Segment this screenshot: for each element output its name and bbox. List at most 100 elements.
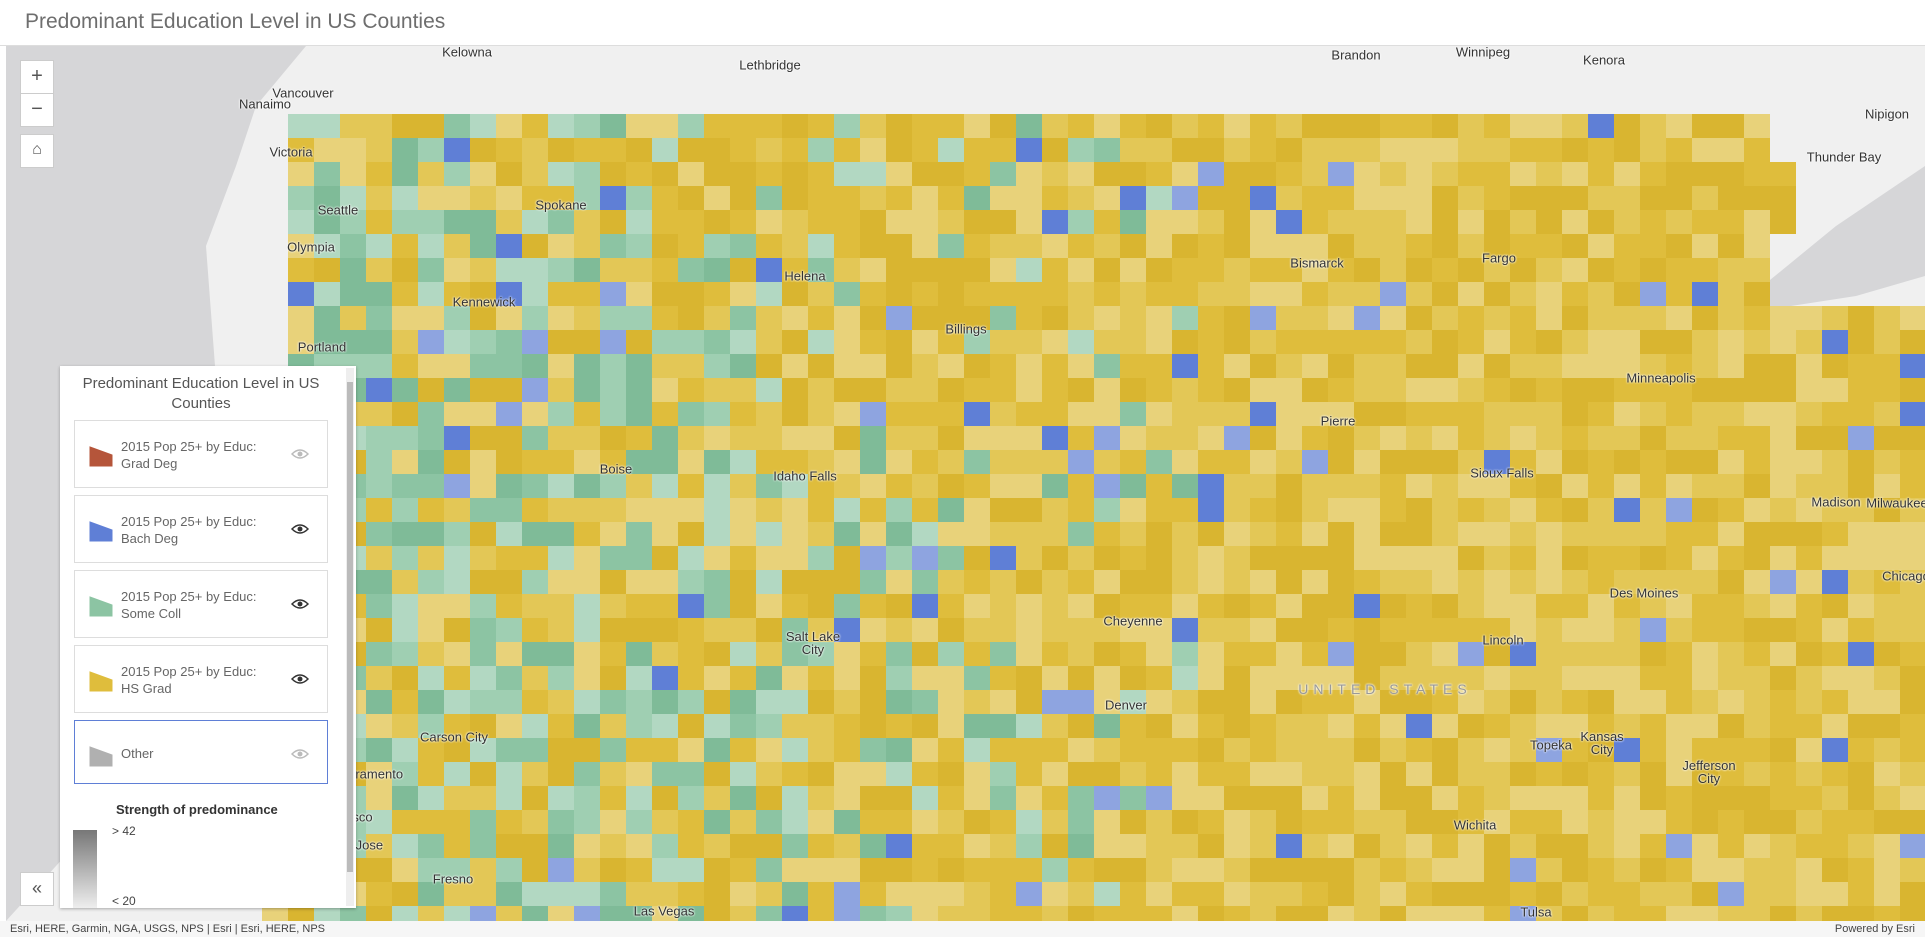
county: [392, 810, 418, 834]
county: [1718, 810, 1744, 834]
county: [392, 690, 418, 714]
county: [1250, 906, 1276, 921]
visibility-toggle[interactable]: [291, 747, 309, 761]
visibility-toggle[interactable]: [291, 597, 309, 611]
county: [938, 570, 964, 594]
county: [1250, 546, 1276, 570]
county: [1094, 570, 1120, 594]
county: [496, 258, 522, 282]
county: [1224, 186, 1250, 210]
legend-item[interactable]: 2015 Pop 25+ by Educ: Grad Deg: [74, 420, 328, 488]
county: [1614, 834, 1640, 858]
county: [652, 594, 678, 618]
county: [1874, 426, 1900, 450]
county: [678, 834, 704, 858]
county: [1276, 354, 1302, 378]
legend-item[interactable]: Other: [74, 720, 328, 784]
county: [548, 738, 574, 762]
county: [1744, 834, 1770, 858]
county: [444, 906, 470, 921]
county: [756, 786, 782, 810]
county: [418, 354, 444, 378]
county: [1718, 834, 1744, 858]
county: [1510, 858, 1536, 882]
place-label: Spokane: [535, 197, 587, 213]
county: [574, 834, 600, 858]
legend-item[interactable]: 2015 Pop 25+ by Educ: Bach Deg: [74, 495, 328, 563]
county: [1640, 354, 1666, 378]
county: [1120, 186, 1146, 210]
county: [1198, 330, 1224, 354]
county: [1406, 234, 1432, 258]
zoom-out[interactable]: −: [20, 93, 54, 127]
county: [964, 522, 990, 546]
county: [678, 114, 704, 138]
county: [1562, 594, 1588, 618]
county: [1380, 714, 1406, 738]
home[interactable]: ⌂: [20, 134, 54, 168]
county: [1614, 906, 1640, 921]
county: [600, 306, 626, 330]
county: [1250, 258, 1276, 282]
county: [704, 186, 730, 210]
county: [886, 210, 912, 234]
county: [1354, 162, 1380, 186]
county: [652, 834, 678, 858]
county: [1796, 498, 1822, 522]
county: [1120, 618, 1146, 642]
county: [860, 810, 886, 834]
county: [1614, 378, 1640, 402]
scrollbar[interactable]: [346, 368, 354, 906]
county: [1146, 330, 1172, 354]
county: [496, 186, 522, 210]
county: [1094, 858, 1120, 882]
county: [574, 906, 600, 921]
county: [1380, 810, 1406, 834]
legend-item[interactable]: 2015 Pop 25+ by Educ: Some Coll: [74, 570, 328, 638]
visibility-toggle[interactable]: [291, 447, 309, 461]
county: [1068, 330, 1094, 354]
visibility-toggle[interactable]: [291, 672, 309, 686]
county: [1198, 666, 1224, 690]
visibility-toggle[interactable]: [291, 522, 309, 536]
county: [1042, 906, 1068, 921]
county: [1484, 378, 1510, 402]
county: [1458, 186, 1484, 210]
legend-item[interactable]: 2015 Pop 25+ by Educ: HS Grad: [74, 645, 328, 713]
county: [1458, 570, 1484, 594]
county: [1770, 858, 1796, 882]
county: [1068, 810, 1094, 834]
county: [1068, 858, 1094, 882]
county: [834, 186, 860, 210]
county: [1380, 906, 1406, 921]
county: [730, 186, 756, 210]
strength-high: > 42: [112, 824, 136, 838]
county: [574, 498, 600, 522]
county: [1016, 714, 1042, 738]
county: [496, 522, 522, 546]
county: [938, 642, 964, 666]
county: [860, 786, 886, 810]
county: [834, 618, 860, 642]
legend-panel: Predominant Education Level in US Counti…: [60, 366, 356, 908]
county: [1354, 714, 1380, 738]
legend-swatch: [89, 746, 113, 767]
map[interactable]: Kelowna Lethbridge Brandon Winnipeg Kenora Ni…: [6, 46, 1925, 921]
county: [1796, 618, 1822, 642]
zoom-in[interactable]: +: [20, 60, 54, 94]
map-canvas: [6, 46, 1925, 921]
county: [444, 234, 470, 258]
county: [1666, 906, 1692, 921]
county: [1510, 234, 1536, 258]
county: [1172, 690, 1198, 714]
county: [470, 522, 496, 546]
collapse[interactable]: «: [20, 872, 54, 906]
county: [574, 618, 600, 642]
county: [1328, 162, 1354, 186]
county: [1016, 234, 1042, 258]
county: [1510, 306, 1536, 330]
county: [1718, 522, 1744, 546]
county: [730, 546, 756, 570]
county: [1822, 834, 1848, 858]
county: [756, 258, 782, 282]
